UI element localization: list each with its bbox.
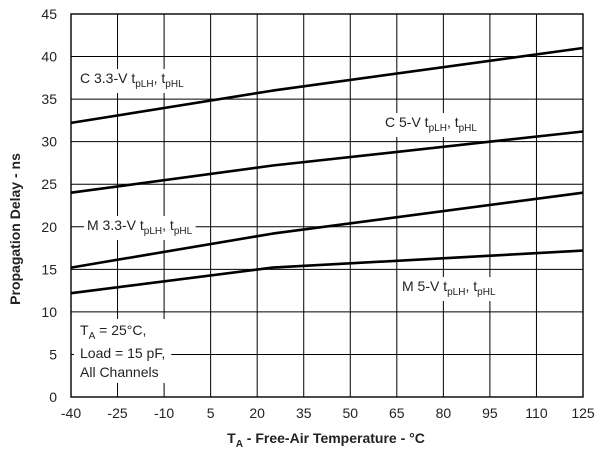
series-label-c5: C 5-V tpLH, tpHL bbox=[385, 114, 477, 134]
series-line-c33 bbox=[70, 46, 584, 125]
y-tick-label: 0 bbox=[49, 389, 57, 405]
y-tick-label: 40 bbox=[41, 49, 57, 65]
series-label-backing bbox=[382, 113, 481, 137]
series-line-c5 bbox=[70, 130, 584, 194]
x-tick-label: -25 bbox=[107, 405, 127, 421]
y-tick-label: 20 bbox=[41, 219, 57, 235]
condition-temp-rest: = 25°C, bbox=[95, 322, 146, 338]
tick-labels: -40 -25 -10 5 20 35 50 65 80 95 110 125 0 5 10 15 20 25 30… bbox=[41, 6, 594, 421]
series-label-m5: M 5-V tpLH, tpHL bbox=[402, 278, 496, 298]
x-tick-label: 5 bbox=[207, 405, 215, 421]
x-axis-title-rest: - Free-Air Temperature - °C bbox=[243, 430, 425, 446]
condition-temp-main: T bbox=[80, 322, 89, 338]
x-tick-label: 50 bbox=[342, 405, 358, 421]
x-axis-title-sub: A bbox=[236, 439, 243, 450]
series-label-c33: C 3.3-V tpLH, tpHL bbox=[80, 70, 184, 90]
x-tick-label: 20 bbox=[249, 405, 265, 421]
y-tick-label: 15 bbox=[41, 261, 57, 277]
x-tick-label: 110 bbox=[525, 405, 548, 421]
x-tick-label: 80 bbox=[436, 405, 452, 421]
x-axis-title-main: T bbox=[227, 430, 236, 446]
y-tick-label: 35 bbox=[41, 91, 57, 107]
condition-temp-sub: A bbox=[89, 331, 96, 342]
series-label-backing bbox=[84, 216, 196, 240]
plot-frame bbox=[70, 13, 584, 398]
series-label-backing bbox=[399, 277, 499, 301]
x-axis-title: TA - Free-Air Temperature - °C bbox=[227, 430, 425, 450]
series-label-m33: M 3.3-V tpLH, tpHL bbox=[87, 217, 193, 237]
x-tick-label: -40 bbox=[61, 405, 81, 421]
x-tick-label: -10 bbox=[154, 405, 174, 421]
series-line-m33 bbox=[70, 191, 584, 269]
x-tick-label: 125 bbox=[571, 405, 595, 421]
y-tick-label: 10 bbox=[41, 304, 57, 320]
y-tick-label: 30 bbox=[41, 134, 57, 150]
series-label-backing bbox=[77, 69, 188, 93]
y-axis-title: Propagation Delay - ns bbox=[7, 153, 23, 305]
condition-channels: All Channels bbox=[80, 364, 159, 380]
y-tick-label: 45 bbox=[41, 6, 57, 22]
x-tick-label: 95 bbox=[482, 405, 498, 421]
y-tick-label: 5 bbox=[49, 346, 57, 362]
x-tick-label: 65 bbox=[389, 405, 405, 421]
series-line-m5 bbox=[70, 249, 584, 295]
series-lines bbox=[70, 46, 584, 295]
condition-temperature: TA = 25°C, bbox=[80, 322, 146, 342]
conditions-backing bbox=[74, 319, 172, 383]
series-labels: C 3.3-V tpLH, tpHL C 5-V tpLH, tpHL M 3.3-… bbox=[77, 69, 499, 301]
y-tick-label: 25 bbox=[41, 176, 57, 192]
test-conditions-note: TA = 25°C, Load = 15 pF, All Channels bbox=[74, 319, 172, 383]
x-tick-label: 35 bbox=[296, 405, 312, 421]
condition-load: Load = 15 pF, bbox=[80, 345, 165, 361]
